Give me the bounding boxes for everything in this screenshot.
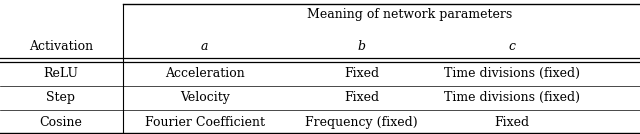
Text: Cosine: Cosine [40, 116, 82, 129]
Text: Frequency (fixed): Frequency (fixed) [305, 116, 418, 129]
Text: Acceleration: Acceleration [165, 66, 244, 80]
Text: Fixed: Fixed [495, 116, 529, 129]
Text: Time divisions (fixed): Time divisions (fixed) [444, 66, 580, 80]
Text: Meaning of network parameters: Meaning of network parameters [307, 8, 512, 21]
Text: Fixed: Fixed [344, 66, 379, 80]
Text: a: a [201, 40, 209, 53]
Text: c: c [509, 40, 515, 53]
Text: b: b [358, 40, 365, 53]
Text: ReLU: ReLU [44, 66, 78, 80]
Text: Velocity: Velocity [180, 91, 230, 104]
Text: Step: Step [46, 91, 76, 104]
Text: Fixed: Fixed [344, 91, 379, 104]
Text: Time divisions (fixed): Time divisions (fixed) [444, 91, 580, 104]
Text: Activation: Activation [29, 40, 93, 53]
Text: Fourier Coefficient: Fourier Coefficient [145, 116, 265, 129]
